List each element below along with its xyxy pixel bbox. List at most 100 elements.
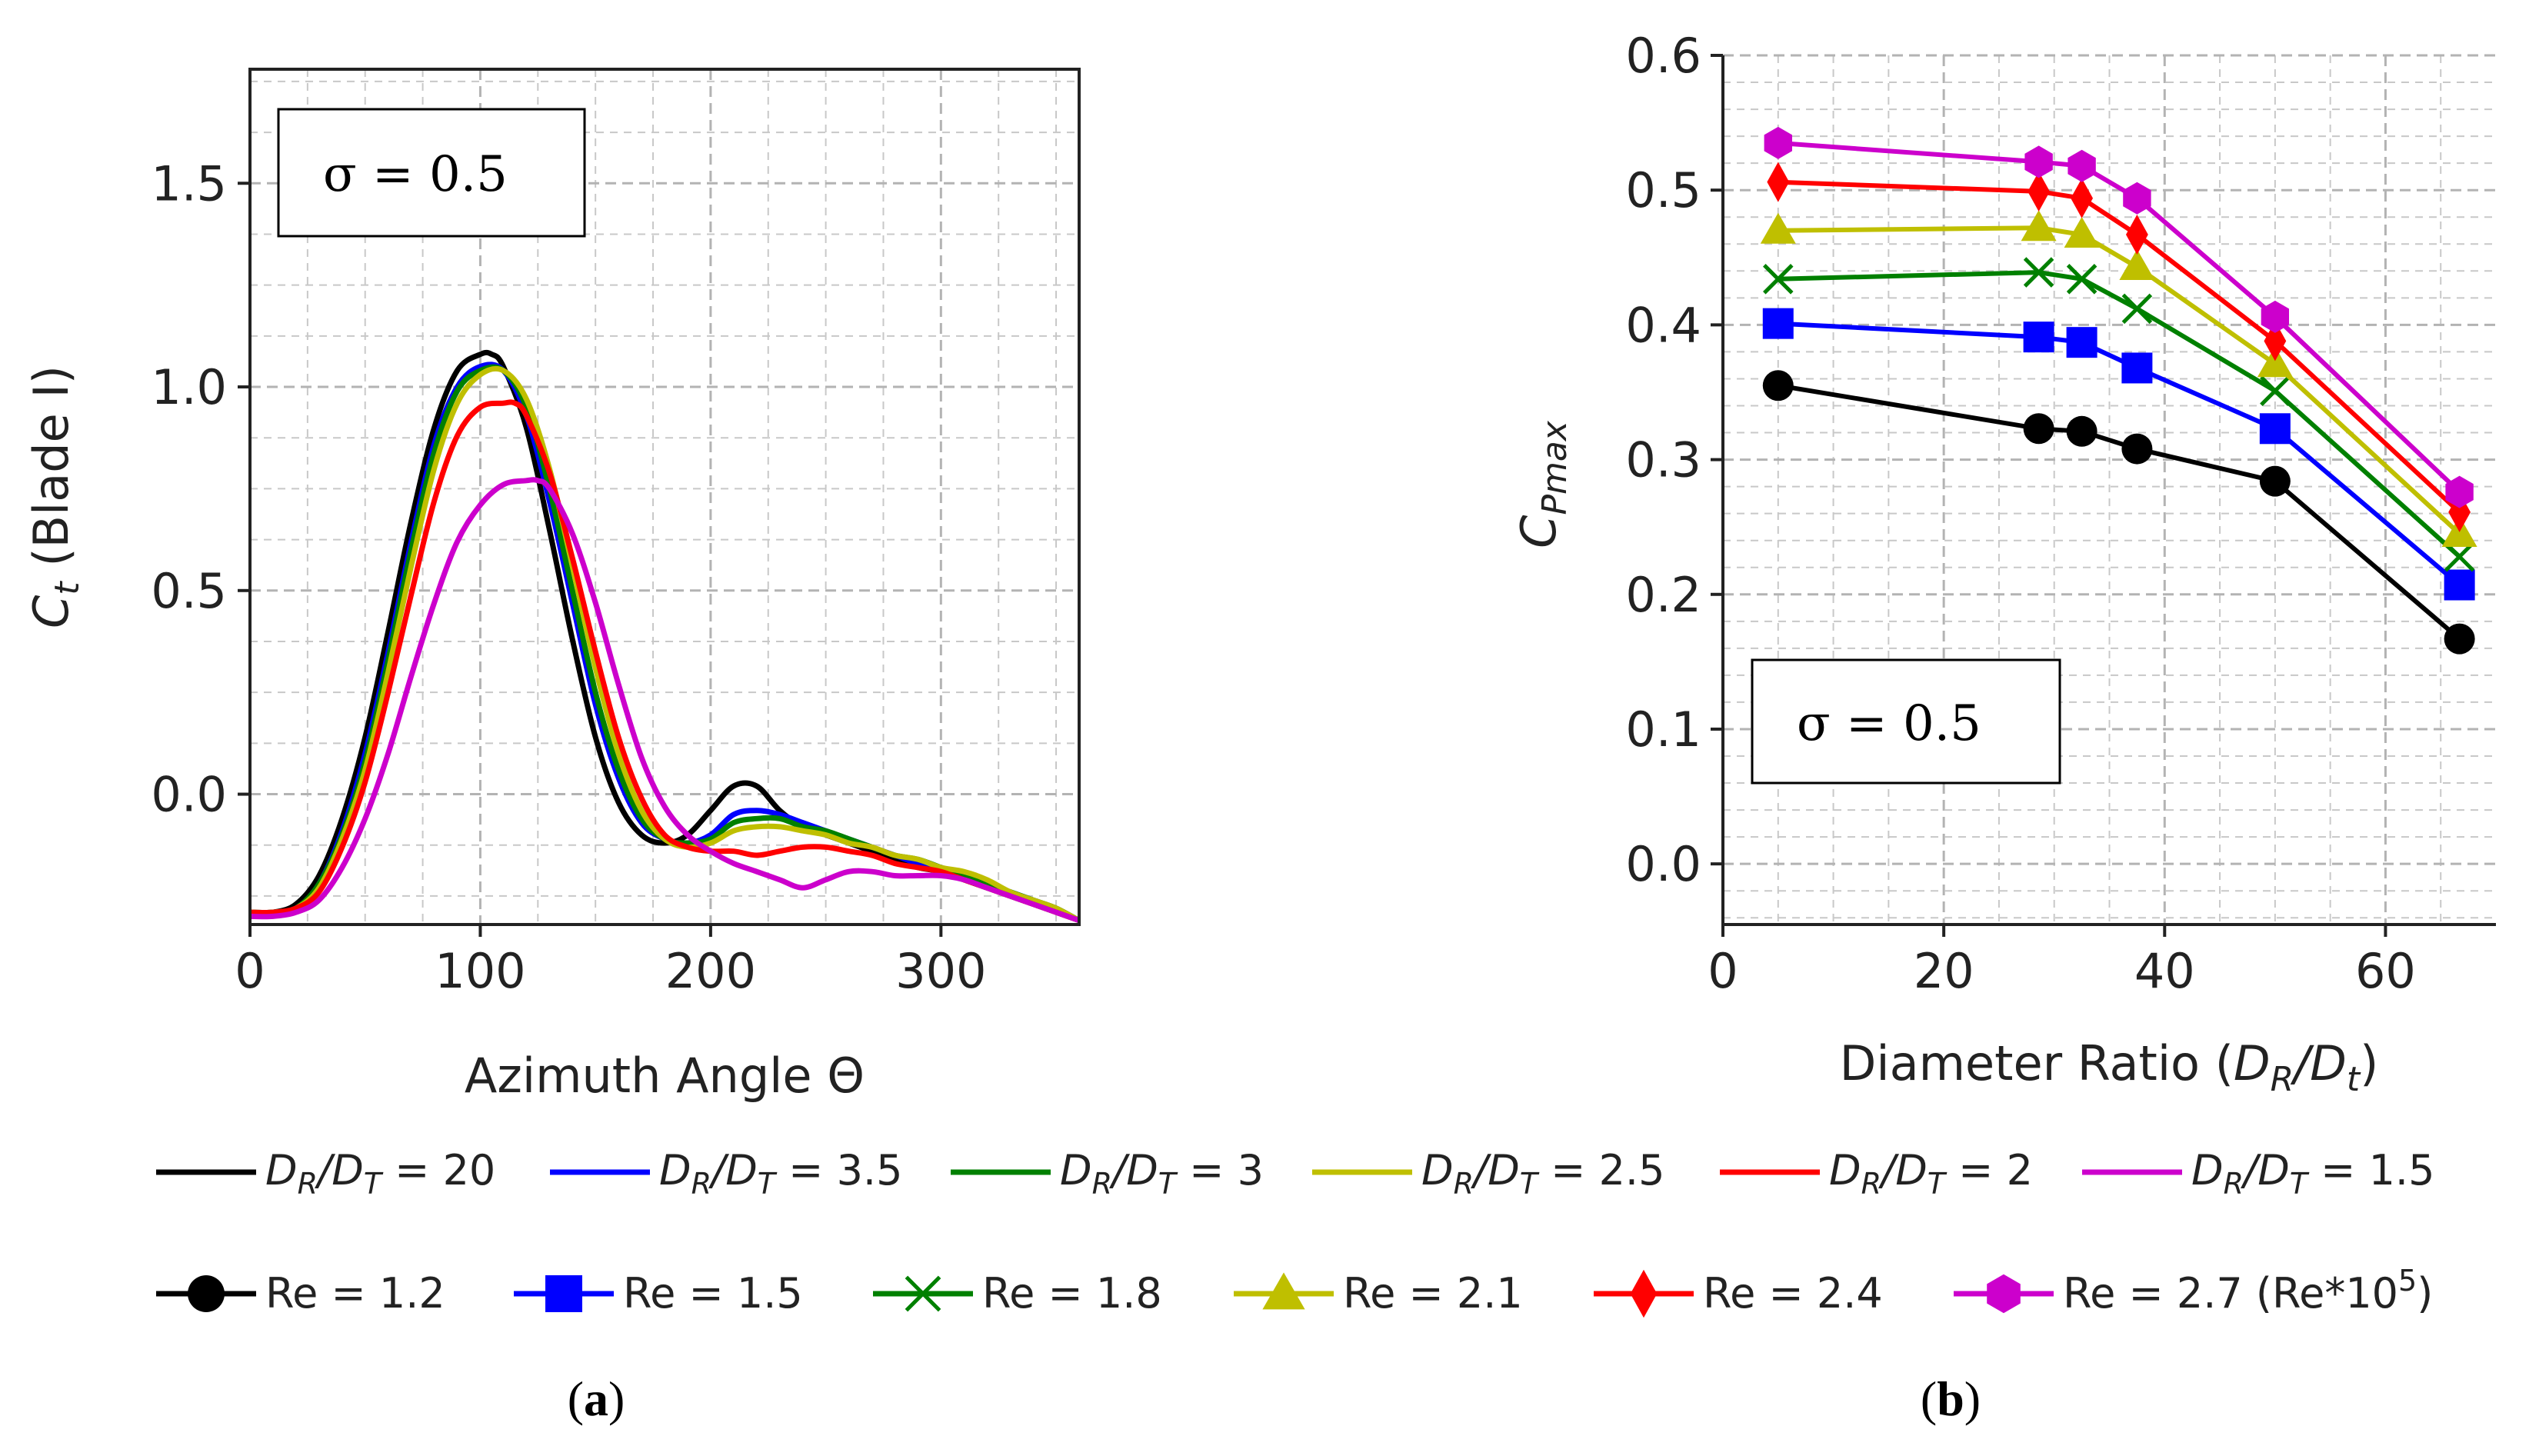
y-tick-label: 0.6 bbox=[1625, 28, 1701, 84]
data-point bbox=[2066, 327, 2098, 358]
data-point bbox=[2071, 178, 2094, 218]
legend-label-part: /D bbox=[1109, 1146, 1158, 1194]
data-point bbox=[2068, 149, 2096, 182]
data-point bbox=[1764, 126, 1792, 159]
data-point bbox=[2445, 475, 2474, 508]
data-point bbox=[2121, 293, 2153, 325]
data-point bbox=[2021, 210, 2057, 242]
legend-label-part: T bbox=[1520, 1167, 1540, 1201]
legend-label-part: /D bbox=[1471, 1146, 1520, 1194]
legend-label: Re = 2.4 bbox=[1703, 1269, 1883, 1318]
legend-label-part: R bbox=[1861, 1167, 1881, 1201]
panel-b-letter: b bbox=[1937, 1371, 1964, 1426]
legend-label-part: D bbox=[265, 1146, 298, 1194]
data-point bbox=[2257, 346, 2293, 378]
legend-label-part: D bbox=[659, 1146, 691, 1194]
legend-label: Re = 2.7 (Re*105) bbox=[2063, 1264, 2433, 1318]
legend-label-part: T bbox=[758, 1167, 778, 1201]
data-point bbox=[2444, 541, 2475, 572]
data-point bbox=[2261, 300, 2289, 333]
series-line bbox=[1778, 383, 2461, 641]
chart-b-xlabel: Diameter Ratio (DR/Dt) bbox=[1840, 1035, 2379, 1099]
chart-b-xlabel-d1: D bbox=[2234, 1035, 2271, 1091]
legend-label-part: = 3.5 bbox=[775, 1146, 902, 1194]
data-point bbox=[2119, 249, 2155, 281]
panel-b-caption: (b) bbox=[1921, 1371, 1981, 1426]
legend-label-part: = 2.5 bbox=[1538, 1146, 1664, 1194]
series-line bbox=[249, 399, 1081, 923]
y-tick-label: 0.1 bbox=[1625, 701, 1701, 758]
legend-label: Re = 2.1 bbox=[1343, 1269, 1523, 1318]
data-point bbox=[2028, 171, 2051, 212]
legend-label-part: T bbox=[1928, 1167, 1948, 1201]
chart-b-ylabel: CPmax bbox=[1511, 420, 1574, 548]
y-tick-label: 0.2 bbox=[1625, 567, 1701, 623]
legend-marker bbox=[1262, 1272, 1305, 1310]
data-point bbox=[2121, 433, 2153, 465]
legend-label-part: D bbox=[1421, 1146, 1454, 1194]
legend-marker bbox=[1987, 1274, 2021, 1314]
chart-b-ylabel-sub: Pmax bbox=[1535, 420, 1574, 515]
x-tick-label: 100 bbox=[435, 943, 525, 999]
chart-b-ticks: 0 20 40 60 0.0 0.1 0.2 0.3 0.4 0.5 0.6 bbox=[1625, 28, 2415, 999]
data-point bbox=[2264, 321, 2287, 362]
chart-b-xlabel-post: ) bbox=[2360, 1035, 2378, 1091]
y-tick-label: 0.5 bbox=[151, 563, 227, 619]
chart-b-xlabel-s2: t bbox=[2347, 1060, 2361, 1099]
data-point bbox=[1762, 308, 1794, 339]
y-tick-label: 0.4 bbox=[1625, 297, 1701, 353]
chart-b-grid bbox=[1723, 54, 2496, 925]
data-point bbox=[2064, 217, 2100, 248]
legend-label-part: 5 bbox=[2398, 1264, 2417, 1298]
legend-marker bbox=[545, 1275, 582, 1312]
y-tick-label: 0.5 bbox=[1625, 162, 1701, 218]
legend-label-part: /D bbox=[708, 1146, 758, 1194]
legend-label: DR/DT = 2.5 bbox=[1421, 1146, 1664, 1201]
data-point bbox=[2259, 413, 2291, 445]
chart-b-annotation: σ = 0.5 bbox=[1797, 695, 1981, 752]
data-point bbox=[2023, 413, 2054, 445]
legend-label: DR/DT = 3 bbox=[1060, 1146, 1264, 1201]
series-line bbox=[1778, 179, 2461, 515]
data-point bbox=[2123, 182, 2151, 215]
chart-a-ylabel-main: C bbox=[23, 595, 79, 628]
y-tick-label: 1.5 bbox=[151, 155, 227, 212]
legend-markers: Re = 1.2 Re = 1.5 Re = 1.8 Re = 2.1 Re = 2.4… bbox=[156, 1264, 2433, 1318]
legend-label-part: R bbox=[691, 1167, 711, 1201]
y-tick-label: 0.0 bbox=[1625, 836, 1701, 892]
data-point bbox=[1762, 370, 1794, 401]
series-line bbox=[1778, 225, 2461, 536]
chart-a-annotation: σ = 0.5 bbox=[323, 146, 508, 203]
data-point bbox=[1767, 162, 1790, 202]
data-point bbox=[2259, 465, 2291, 497]
series-line bbox=[1778, 321, 2461, 587]
data-point bbox=[2023, 257, 2054, 288]
x-tick-label: 300 bbox=[895, 943, 986, 999]
legend-label-part: ) bbox=[2417, 1269, 2433, 1318]
legend-lines: DR/DT = 20 DR/DT = 3.5 DR/DT = 3 DR/DT = 2.… bbox=[156, 1146, 2434, 1201]
chart-a-annotation-box bbox=[277, 108, 586, 238]
data-point bbox=[2023, 322, 2054, 353]
legend-marker bbox=[905, 1275, 941, 1312]
panel-a-caption: (a) bbox=[568, 1371, 625, 1426]
chart-a: 0 100 200 300 0.0 0.5 1.0 1.5 σ = 0.5 Azimuth A… bbox=[23, 68, 1081, 1104]
legend-label-part: D bbox=[1060, 1146, 1092, 1194]
legend-label-part: = 3 bbox=[1176, 1146, 1264, 1194]
data-point bbox=[1760, 212, 1796, 244]
legend-label-part: /D bbox=[315, 1146, 364, 1194]
legend-label: Re = 1.2 bbox=[265, 1269, 445, 1318]
panel-a-letter: a bbox=[584, 1371, 608, 1426]
data-point bbox=[1763, 264, 1794, 295]
legend-label-part: T bbox=[1158, 1167, 1178, 1201]
legend-label: DR/DT = 20 bbox=[265, 1146, 495, 1201]
data-point bbox=[2444, 623, 2475, 655]
chart-a-ylabel-rest: (Blade I) bbox=[23, 365, 79, 581]
x-tick-label: 40 bbox=[2134, 943, 2195, 999]
chart-b-annotation-box bbox=[1751, 658, 2061, 785]
series-line bbox=[1778, 270, 2461, 558]
data-point bbox=[2066, 264, 2098, 295]
x-tick-label: 0 bbox=[235, 943, 265, 999]
data-point bbox=[2260, 375, 2291, 407]
legend-label-part: R bbox=[1092, 1167, 1112, 1201]
